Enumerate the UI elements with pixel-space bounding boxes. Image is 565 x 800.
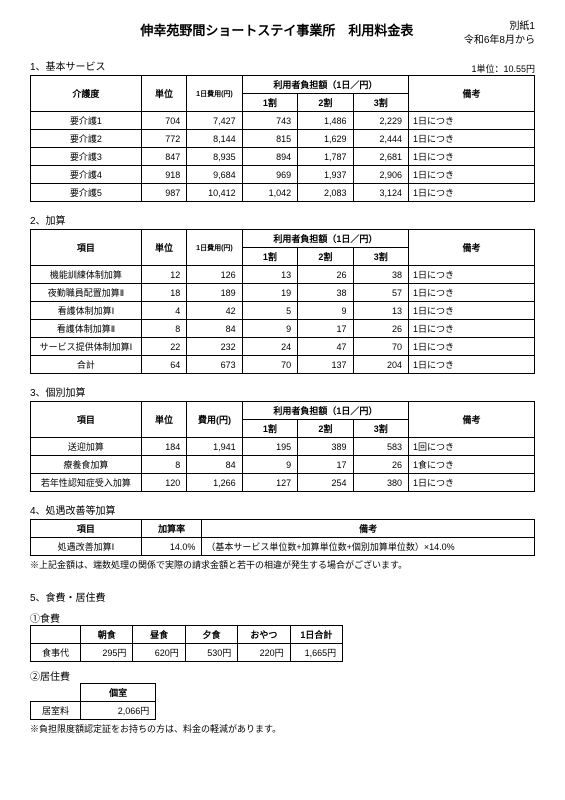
table-row: 要介護49189,6849691,9372,9061日につき: [31, 166, 535, 184]
attachment-label: 別紙1: [464, 20, 535, 34]
col-30pct: 3割: [353, 94, 408, 112]
col-10pct: 1割: [242, 94, 297, 112]
table-row: 要介護27728,1448151,6292,4441日につき: [31, 130, 535, 148]
table-row: 若年性認知症受入加算1201,2661272543801日につき: [31, 474, 535, 492]
col-remarks: 備考: [408, 230, 534, 266]
section3-label: 3、個別加算: [30, 384, 535, 399]
table-residence: 個室 居室料 2,066円: [30, 683, 156, 720]
col-item: 項目: [31, 520, 142, 538]
table-row: 機能訓練体制加算121261326381日につき: [31, 266, 535, 284]
col-remarks: 備考: [202, 520, 535, 538]
unit-note: 1単位：10.55円: [471, 62, 535, 75]
table-basic-service: 介護度 単位 1日費用(円) 利用者負担額（1日／円） 備考 1割 2割 3割 …: [30, 75, 535, 202]
table-row: 要介護17047,4277431,4862,2291日につき: [31, 112, 535, 130]
table-row: 要介護38478,9358941,7872,6811日につき: [31, 148, 535, 166]
col-cost: 1日費用(円): [187, 76, 242, 112]
table-row: 居室料 2,066円: [31, 702, 156, 720]
col-care-level: 介護度: [31, 76, 142, 112]
header-notes: 別紙1 令和6年8月から: [464, 20, 535, 48]
table-row: 療養食加算884917261食につき: [31, 456, 535, 474]
col-cost: 費用(円): [187, 402, 242, 438]
col-remarks: 備考: [408, 402, 534, 438]
col-burden: 利用者負担額（1日／円）: [242, 230, 408, 248]
section2-label: 2、加算: [30, 212, 535, 227]
col-remarks: 備考: [408, 76, 534, 112]
table-row: 処遇改善加算Ⅰ 14.0% （基本サービス単位数+加算単位数+個別加算単位数）×…: [31, 538, 535, 556]
table-row: 合計64673701372041日につき: [31, 356, 535, 374]
section5-footnote: ※負担限度額認定証をお持ちの方は、料金の軽減があります。: [30, 722, 535, 735]
table-row: 看護体制加算Ⅰ44259131日につき: [31, 302, 535, 320]
table-individual-addition: 項目 単位 費用(円) 利用者負担額（1日／円） 備考 1割 2割 3割 送迎加…: [30, 401, 535, 492]
section5-label: 5、食費・居住費: [30, 589, 535, 604]
section4-label: 4、処遇改善等加算: [30, 502, 535, 517]
col-item: 項目: [31, 402, 142, 438]
table-row: 食事代 295円 620円 530円 220円 1,665円: [31, 644, 343, 662]
header: 伸幸苑野間ショートステイ事業所 利用料金表 別紙1 令和6年8月から: [30, 20, 535, 48]
col-unit: 単位: [141, 230, 186, 266]
col-burden: 利用者負担額（1日／円）: [242, 402, 408, 420]
table-row: 要介護598710,4121,0422,0833,1241日につき: [31, 184, 535, 202]
col-item: 項目: [31, 230, 142, 266]
table-treatment-improvement: 項目 加算率 備考 処遇改善加算Ⅰ 14.0% （基本サービス単位数+加算単位数…: [30, 519, 535, 556]
date-label: 令和6年8月から: [464, 34, 535, 48]
section4-footnote: ※上記金額は、端数処理の関係で実際の請求金額と若干の相違が発生する場合がございま…: [30, 558, 535, 571]
table-addition: 項目 単位 1日費用(円) 利用者負担額（1日／円） 備考 1割 2割 3割 機…: [30, 229, 535, 374]
col-cost: 1日費用(円): [187, 230, 242, 266]
section1-label: 1、基本サービス: [30, 58, 106, 73]
table-row: 看護体制加算Ⅱ884917261日につき: [31, 320, 535, 338]
meals-label: ①食費: [30, 610, 535, 625]
col-20pct: 2割: [298, 94, 353, 112]
table-row: 送迎加算1841,9411953895831回につき: [31, 438, 535, 456]
table-meals: 朝食 昼食 夕食 おやつ 1日合計 食事代 295円 620円 530円 220…: [30, 625, 343, 662]
page-title: 伸幸苑野間ショートステイ事業所 利用料金表: [90, 20, 464, 39]
col-burden: 利用者負担額（1日／円）: [242, 76, 408, 94]
col-unit: 単位: [141, 76, 186, 112]
residence-label: ②居住費: [30, 668, 535, 683]
table-row: 夜勤職員配置加算Ⅱ181891938571日につき: [31, 284, 535, 302]
col-rate: 加算率: [141, 520, 201, 538]
table-row: サービス提供体制加算Ⅰ222322447701日につき: [31, 338, 535, 356]
col-unit: 単位: [141, 402, 186, 438]
